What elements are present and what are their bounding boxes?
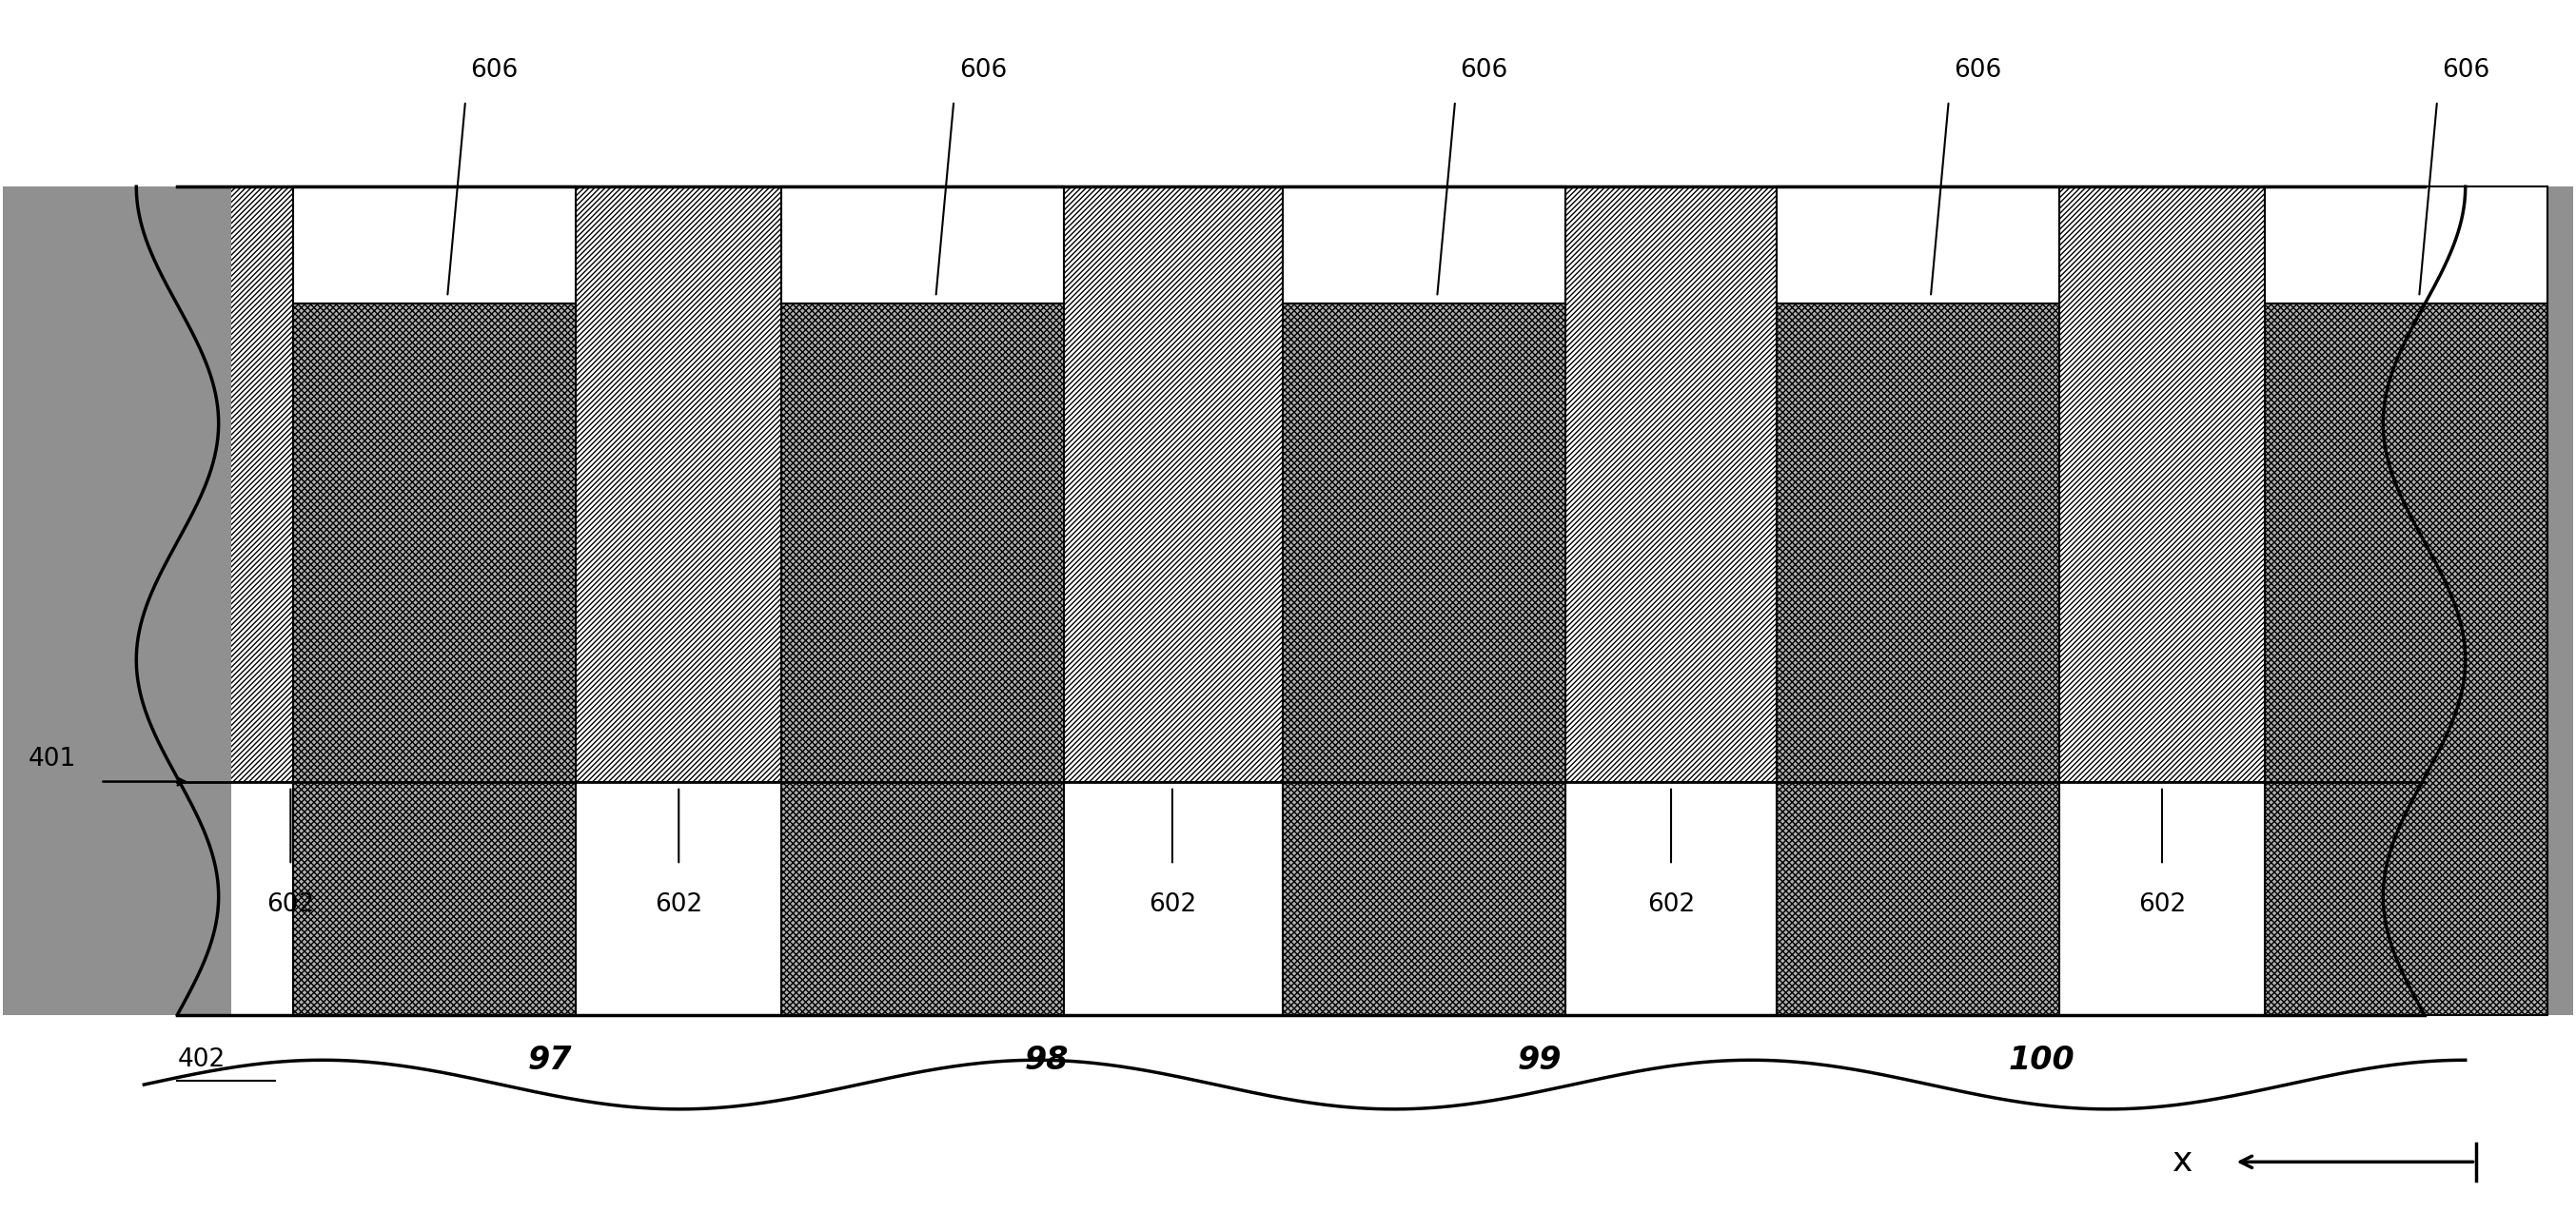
Text: 602: 602 <box>1149 892 1195 917</box>
Text: 402: 402 <box>178 1047 224 1072</box>
Text: 602: 602 <box>268 892 314 917</box>
Bar <box>1283 187 1566 1015</box>
Bar <box>1777 187 2058 1015</box>
Bar <box>178 781 2424 1015</box>
Bar <box>2264 187 2548 1015</box>
Bar <box>2370 187 2573 1015</box>
Bar <box>294 187 577 303</box>
Text: 606: 606 <box>471 58 518 83</box>
Text: 99: 99 <box>1517 1045 1561 1076</box>
Text: 401: 401 <box>28 747 77 771</box>
Text: 606: 606 <box>958 58 1007 83</box>
Bar <box>1283 187 1566 303</box>
Text: 606: 606 <box>2442 58 2491 83</box>
Text: 602: 602 <box>654 892 703 917</box>
Bar <box>781 187 1064 303</box>
Text: 602: 602 <box>2138 892 2187 917</box>
Bar <box>294 187 577 1015</box>
Text: 100: 100 <box>2009 1045 2074 1076</box>
Bar <box>3 187 232 1015</box>
Bar <box>178 187 2424 781</box>
Text: 602: 602 <box>1646 892 1695 917</box>
Text: 606: 606 <box>1461 58 1507 83</box>
Bar <box>781 187 1064 1015</box>
Bar <box>1777 187 2058 303</box>
Text: 606: 606 <box>1953 58 2002 83</box>
Bar <box>2264 187 2548 303</box>
Text: 97: 97 <box>528 1045 572 1076</box>
Text: 98: 98 <box>1025 1045 1069 1076</box>
Text: x: x <box>2172 1146 2192 1178</box>
